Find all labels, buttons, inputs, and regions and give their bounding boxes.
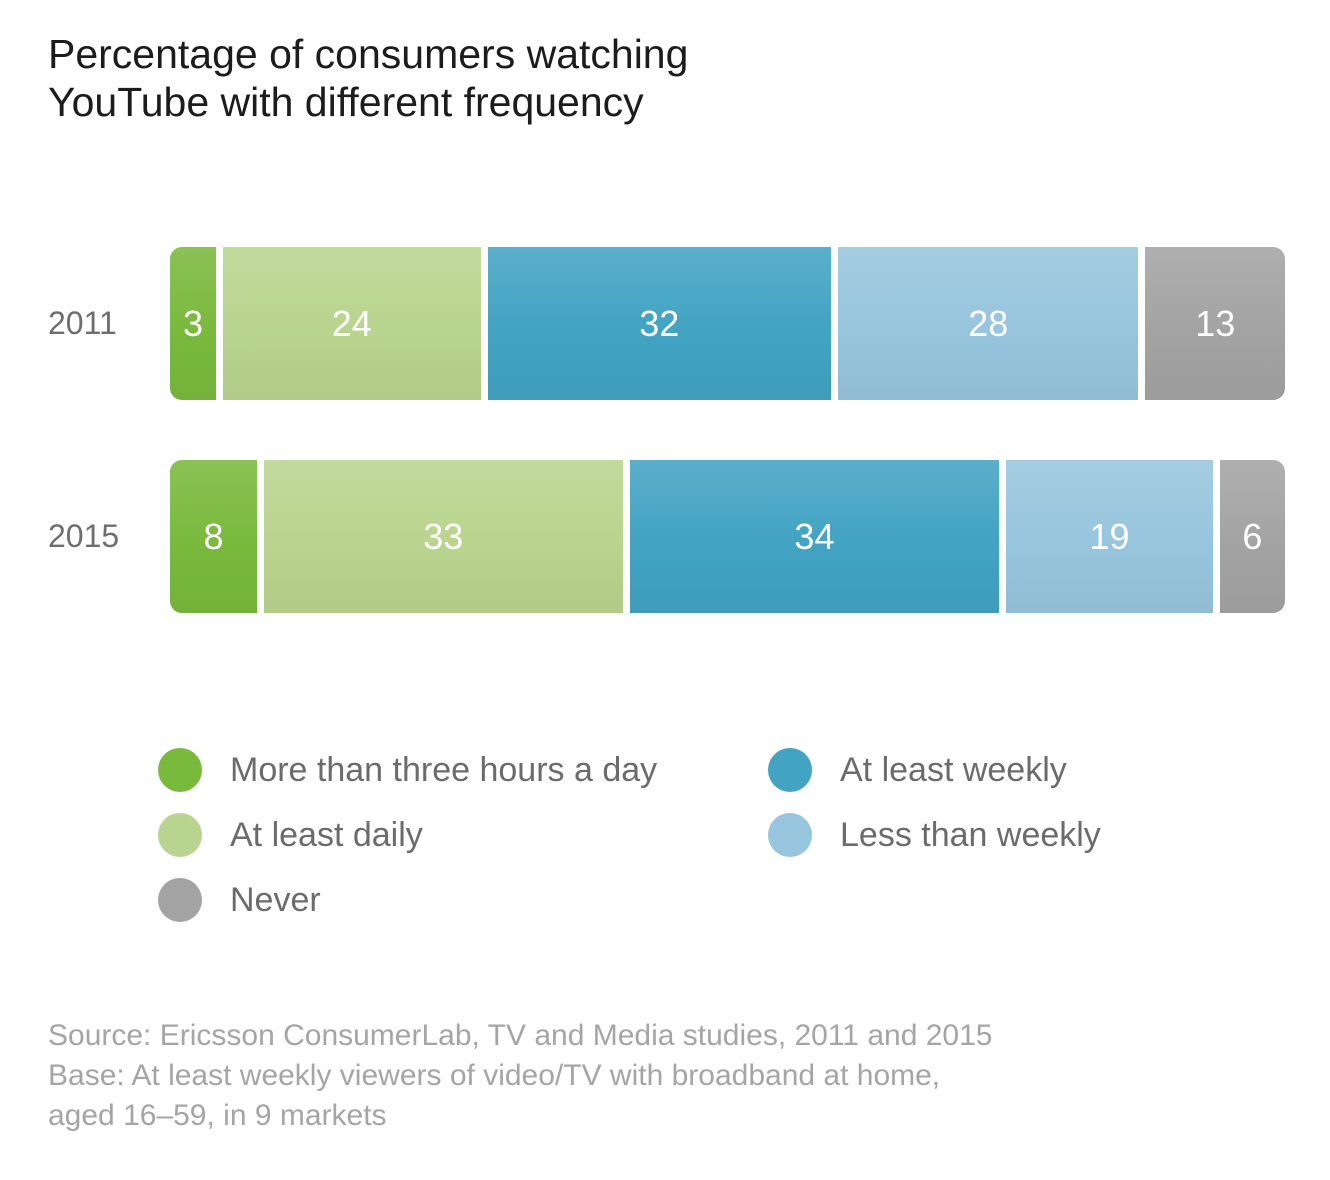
legend-label: Never — [230, 880, 321, 919]
bar-value-label: 3 — [182, 302, 204, 344]
bar-value-label: 13 — [1195, 302, 1236, 344]
bar-value-label: 19 — [1089, 515, 1130, 557]
legend-item-more-than-three-hours-a-day: More than three hours a day — [158, 748, 657, 792]
legend-label: At least daily — [230, 815, 423, 854]
legend-swatch-icon — [158, 748, 202, 792]
bar-value-label: 33 — [423, 515, 464, 557]
bar-value-label: 24 — [331, 302, 372, 344]
bar-segment-at-least-weekly-2011: 32 — [487, 247, 831, 400]
category-label-2015: 2015 — [48, 518, 120, 554]
legend-item-at-least-weekly: At least weekly — [768, 748, 1101, 792]
bar-value-label: 28 — [968, 302, 1009, 344]
bar-segment-at-least-weekly-2015: 34 — [629, 460, 1000, 613]
legend-label: At least weekly — [840, 750, 1067, 789]
stacked-bar-chart: 2011 3 24 32 28 13 2015 8 33 34 19 6 — [48, 247, 1285, 673]
bar-value-label: 8 — [203, 515, 224, 557]
legend-swatch-icon — [158, 813, 202, 857]
bar-value-label: 32 — [639, 302, 680, 344]
bar-row-2015: 2015 8 33 34 19 6 — [48, 460, 1285, 613]
legend-label: More than three hours a day — [230, 750, 658, 789]
bar-segment-less-than-weekly-2015: 19 — [1006, 460, 1213, 613]
legend-swatch-icon — [768, 748, 812, 792]
chart-title: Percentage of consumers watching YouTube … — [48, 30, 688, 126]
source-line: aged 16–59, in 9 markets — [48, 1099, 387, 1132]
bar-track-2011: 3 24 32 28 13 — [170, 247, 1285, 400]
bar-segment-at-least-daily-2015: 33 — [263, 460, 623, 613]
legend-item-never: Never — [158, 878, 657, 922]
legend-swatch-icon — [768, 813, 812, 857]
bar-value-label: 6 — [1242, 515, 1263, 557]
legend-item-less-than-weekly: Less than weekly — [768, 813, 1101, 857]
legend-column-left: More than three hours a day At least dail… — [158, 748, 657, 943]
source-line: Source: Ericsson ConsumerLab, TV and Med… — [48, 1019, 993, 1052]
legend-item-at-least-daily: At least daily — [158, 813, 657, 857]
bar-track-2015: 8 33 34 19 6 — [170, 460, 1285, 613]
bar-segment-more-than-three-hours-a-day-2015: 8 — [170, 460, 257, 613]
legend-label: Less than weekly — [840, 815, 1101, 854]
bar-segment-never-2015: 6 — [1219, 460, 1285, 613]
bar-segment-more-than-three-hours-a-day-2011: 3 — [170, 247, 216, 400]
chart-legend: More than three hours a day At least dail… — [0, 748, 1330, 968]
chart-title-line-1: Percentage of consumers watching — [48, 31, 689, 77]
source-note: Source: Ericsson ConsumerLab, TV and Med… — [48, 1016, 992, 1136]
category-label-2011: 2011 — [48, 305, 117, 341]
chart-title-line-2: YouTube with different frequency — [48, 79, 644, 125]
legend-column-right: At least weekly Less than weekly — [768, 748, 1101, 878]
source-line: Base: At least weekly viewers of video/T… — [48, 1059, 941, 1092]
bar-value-label: 34 — [794, 515, 835, 557]
bar-row-2011: 2011 3 24 32 28 13 — [48, 247, 1285, 400]
bar-segment-never-2011: 13 — [1145, 247, 1285, 400]
bar-segment-at-least-daily-2011: 24 — [223, 247, 481, 400]
bar-segment-less-than-weekly-2011: 28 — [837, 247, 1139, 400]
legend-swatch-icon — [158, 878, 202, 922]
